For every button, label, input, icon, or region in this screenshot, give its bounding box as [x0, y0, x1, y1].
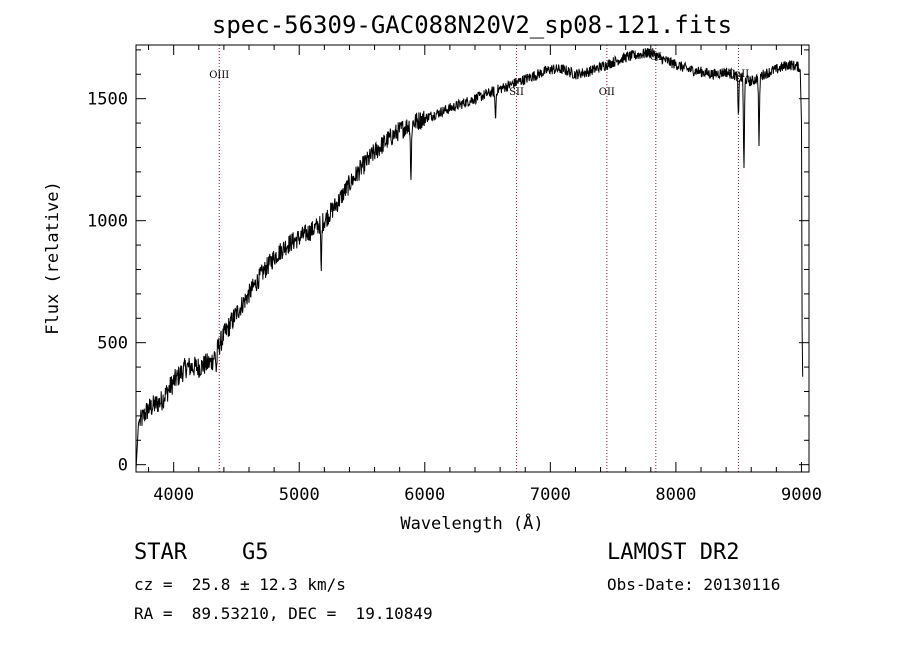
x-tick-label: 6000	[404, 485, 445, 505]
x-tick-label: 9000	[781, 485, 822, 505]
y-tick-label: 0	[118, 456, 128, 476]
axis-ticks: 4000 5000 6000 7000 8000 9000 0 500 1000 1500	[87, 45, 822, 505]
x-tick-label: 7000	[530, 485, 571, 505]
survey-label: LAMOST DR2	[607, 540, 740, 565]
x-axis-label: Wavelength (Å)	[400, 512, 543, 534]
obs-date-text: Obs-Date: 20130116	[607, 575, 781, 594]
y-tick-label: 500	[97, 334, 128, 354]
velocity-text: cz = 25.8 ± 12.3 km/s	[134, 575, 346, 594]
coords-text: RA = 89.53210, DEC = 19.10849	[134, 604, 433, 623]
y-tick-label: 1500	[87, 90, 128, 110]
x-tick-label: 4000	[153, 485, 194, 505]
x-tick-label: 8000	[655, 485, 696, 505]
y-tick-label: 1000	[87, 212, 128, 232]
spectral-line-label: CaII	[728, 69, 750, 80]
object-class: STAR	[134, 540, 187, 565]
y-axis-label: Flux (relative)	[43, 181, 63, 335]
chart-title: spec-56309-GAC088N20V2_sp08-121.fits	[212, 11, 732, 39]
spectral-line-label: OII	[599, 87, 615, 98]
plot-frame	[135, 44, 810, 473]
x-tick-label: 5000	[279, 485, 320, 505]
spectrum-line	[135, 48, 804, 470]
object-subclass: G5	[242, 540, 269, 565]
spectral-line-label: SII	[509, 87, 524, 98]
spectral-line-label: OIII	[209, 70, 229, 81]
